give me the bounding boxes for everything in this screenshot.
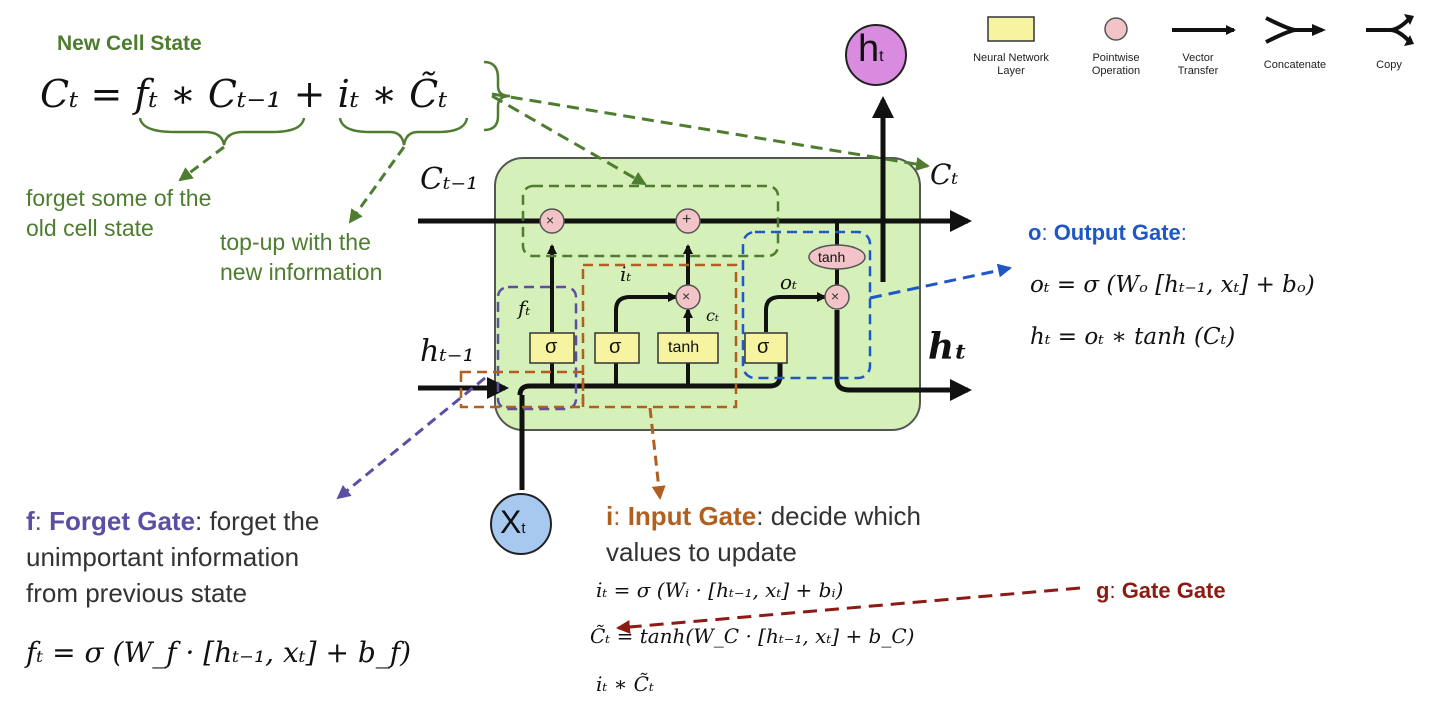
copy-icon: [1366, 18, 1410, 42]
cell-state-equation: Cₜ = fₜ ∗ Cₜ₋₁ + iₜ ∗ C̃ₜ: [40, 72, 448, 116]
c-candidate-label: cₜ: [706, 306, 719, 325]
candidate-tanh-text: tanh: [668, 339, 700, 356]
output-sigma-layer: [744, 332, 788, 364]
ht-output-node: [845, 24, 907, 86]
neural-network-layer-icon: [987, 16, 1035, 42]
input-gate-desc-1: : decide which: [756, 501, 922, 531]
input-gate-sep: :: [613, 501, 628, 531]
legend-label-neural-network-layer: Neural Network Layer: [973, 52, 1049, 77]
input-gate-left-box: [459, 370, 585, 409]
input-product-equation: iₜ ∗ C̃ₜ: [596, 672, 654, 696]
forget-gate-equation: fₜ = σ (W_f · [hₜ₋₁, xₜ] + b_f): [26, 636, 412, 669]
new-cell-state-title: New Cell State: [57, 32, 202, 55]
candidate-equation: C̃ₜ = tanh(W_C · [hₜ₋₁, xₜ] + b_C): [590, 624, 915, 648]
pointwise-operation-icon: [1104, 17, 1128, 41]
input-brace: [338, 117, 469, 146]
o-gate-label: oₜ: [780, 270, 797, 294]
i-gate-label: iₜ: [620, 262, 632, 286]
topup-note-line-2: new information: [220, 259, 383, 285]
xt-label: Xt: [500, 504, 526, 540]
forget-note-line-2: old cell state: [26, 215, 154, 241]
output-gate-equation: oₜ = σ (Wₒ [hₜ₋₁, xₜ] + bₒ): [1030, 272, 1315, 298]
topup-note-line-1: top-up with the: [220, 229, 371, 255]
forget-sigma-text: σ: [545, 336, 558, 358]
output-gate-box: [741, 230, 872, 380]
forget-times-text: ×: [546, 212, 555, 228]
forget-gate-letter: f: [26, 506, 35, 536]
input-gate-equation: iₜ = σ (Wᵢ · [hₜ₋₁, xₜ] + bᵢ): [596, 578, 844, 602]
c-out-label: Cₜ: [930, 158, 959, 191]
output-sigma-text: σ: [757, 336, 770, 358]
input-gate-box: [581, 263, 738, 409]
legend-label-vector-transfer: Vector Transfer: [1177, 52, 1219, 77]
xt-input-node: [490, 493, 552, 555]
forget-sigma-layer: [529, 332, 575, 364]
input-gate-desc-2: values to update: [606, 537, 797, 567]
input-sigma-text: σ: [609, 336, 622, 358]
h-prev-label: hₜ₋₁: [420, 334, 475, 369]
add-op: [675, 208, 701, 234]
forget-gate-desc-2: unimportant information: [26, 542, 300, 572]
forget-gate-desc-1: : forget the: [195, 506, 320, 536]
legend-label-copy: Copy: [1376, 59, 1402, 71]
tanh-op: [808, 244, 866, 270]
input-gate-name: Input Gate: [627, 501, 757, 531]
ht-top-label: ht: [858, 28, 884, 70]
input-times-text: ×: [682, 288, 691, 304]
f-gate-label: fₜ: [518, 296, 531, 320]
topup-note: top-up with the new information: [220, 227, 382, 287]
tanh-op-text: tanh: [818, 249, 846, 265]
legend-label-pointwise-operation: Pointwise Operation: [1091, 52, 1141, 77]
forget-gate-sep: :: [34, 506, 50, 536]
forget-gate-desc-3: from previous state: [26, 578, 248, 608]
h-out-label: hₜ: [928, 326, 968, 368]
add-plus-text: +: [682, 211, 692, 228]
candidate-tanh-layer: [657, 332, 719, 364]
cell-update-box: [521, 184, 780, 258]
c-prev-label: Cₜ₋₁: [420, 162, 479, 197]
forget-brace: [138, 117, 306, 146]
input-multiply-op: [675, 284, 701, 310]
concatenate-icon: [1265, 16, 1322, 44]
forget-gate-name: Forget Gate: [49, 506, 196, 536]
hidden-state-equation: hₜ = oₜ ∗ tanh (Cₜ): [1030, 324, 1236, 350]
forget-multiply-op: [539, 208, 565, 234]
output-multiply-op: [824, 284, 850, 310]
gate-gate-label: g: Gate Gate: [1096, 578, 1226, 603]
input-gate-letter: i: [606, 501, 614, 531]
input-gate-description: i: Input Gate: decide which values to up…: [606, 498, 921, 570]
output-gate-title: o: Output Gate:: [1028, 220, 1187, 245]
forget-note-line-1: forget some of the: [26, 185, 212, 211]
ct-brace: [483, 60, 511, 132]
output-times-text: ×: [831, 288, 840, 304]
forget-note: forget some of the old cell state: [26, 183, 211, 243]
forget-gate-description: f: Forget Gate: forget the unimportant i…: [26, 503, 319, 611]
legend-label-concatenate: Concatenate: [1263, 59, 1327, 71]
input-sigma-layer: [594, 332, 640, 364]
